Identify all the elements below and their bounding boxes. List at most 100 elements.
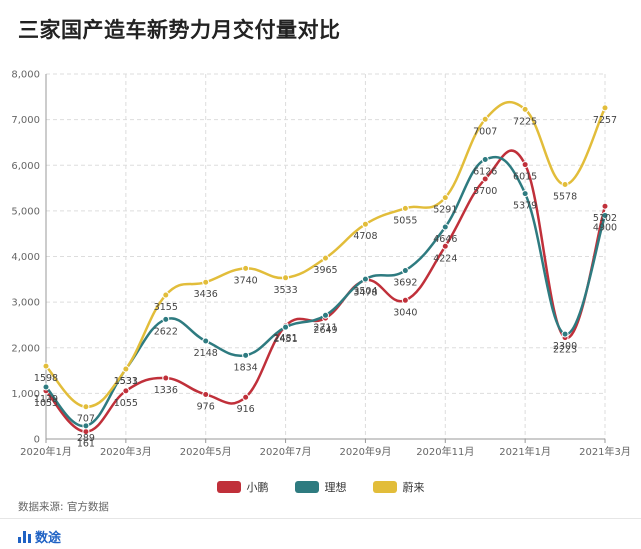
data-label: 3504 bbox=[353, 286, 377, 297]
y-tick-label: 6,000 bbox=[11, 161, 40, 172]
series-line-0 bbox=[45, 149, 607, 433]
legend-swatch-nio bbox=[372, 481, 397, 493]
x-tick-label: 2020年7月 bbox=[260, 445, 312, 458]
line-chart: 0 1,000 2,000 3,000 4,000 5,000 6,000 7,000 8,00… bbox=[11, 70, 631, 459]
data-point bbox=[202, 278, 210, 286]
data-label: 1055 bbox=[114, 398, 138, 409]
data-point bbox=[282, 323, 290, 331]
data-label: 4224 bbox=[433, 253, 457, 264]
data-label: 3692 bbox=[393, 278, 417, 289]
x-tick-label: 2020年5月 bbox=[180, 445, 232, 458]
data-source-note: 数据来源: 官方数据 bbox=[18, 501, 109, 513]
data-point bbox=[441, 242, 449, 250]
x-tick-label: 2020年9月 bbox=[340, 445, 392, 458]
data-labels: 1055 161 1055 1336 976 916 2481 2649 3478 3040 422… bbox=[34, 115, 617, 450]
y-tick-label: 8,000 bbox=[11, 70, 40, 81]
data-label: 1336 bbox=[154, 385, 178, 396]
axes: 0 1,000 2,000 3,000 4,000 5,000 6,000 7,000 8,00… bbox=[11, 70, 631, 459]
data-point bbox=[122, 387, 130, 395]
data-label: 2481 bbox=[273, 333, 297, 344]
data-label: 6126 bbox=[473, 167, 497, 178]
data-point bbox=[202, 390, 210, 398]
x-tick-label: 2021年1月 bbox=[499, 445, 551, 458]
data-point bbox=[322, 254, 329, 262]
x-tick-label: 2020年3月 bbox=[100, 445, 152, 458]
data-label: 7225 bbox=[513, 116, 537, 127]
legend-swatch-xpeng bbox=[216, 481, 241, 493]
data-point bbox=[162, 374, 170, 382]
data-label: 2223 bbox=[553, 345, 577, 356]
data-label: 3965 bbox=[313, 265, 337, 276]
brand-logo[interactable]: 数途 bbox=[18, 527, 61, 546]
legend-swatch-lixiang bbox=[294, 481, 319, 493]
data-label: 5578 bbox=[553, 192, 577, 203]
data-point bbox=[601, 104, 609, 112]
data-label: 1055 bbox=[34, 398, 58, 409]
footer-divider bbox=[0, 518, 641, 519]
data-point bbox=[401, 267, 409, 275]
legend: 小鹏 理想 蔚来 bbox=[0, 479, 641, 495]
data-label: 2649 bbox=[313, 325, 337, 336]
legend-label-nio: 蔚来 bbox=[402, 481, 425, 494]
data-label: 4708 bbox=[353, 231, 377, 242]
x-tick-label: 2021年3月 bbox=[579, 445, 631, 458]
data-point bbox=[322, 311, 329, 319]
data-label: 3533 bbox=[273, 285, 297, 296]
y-tick-label: 0 bbox=[34, 435, 40, 446]
data-label: 2622 bbox=[154, 326, 178, 337]
data-point bbox=[42, 383, 50, 391]
data-point bbox=[361, 220, 369, 228]
legend-item-xpeng[interactable]: 小鹏 bbox=[216, 479, 269, 495]
data-label: 3740 bbox=[234, 275, 258, 286]
data-point bbox=[162, 291, 170, 299]
data-point bbox=[521, 190, 529, 198]
bar-chart-icon bbox=[18, 530, 31, 543]
data-point bbox=[401, 296, 409, 304]
chart-title: 三家国产造车新势力月交付量对比 bbox=[18, 18, 341, 42]
data-label: 7007 bbox=[473, 126, 497, 137]
data-point bbox=[521, 105, 529, 113]
data-point bbox=[162, 315, 170, 323]
data-point bbox=[561, 181, 569, 189]
data-label: 2300 bbox=[553, 341, 577, 352]
legend-item-lixiang[interactable]: 理想 bbox=[294, 479, 347, 495]
data-label: 3155 bbox=[154, 302, 178, 313]
data-label: 5291 bbox=[433, 205, 457, 216]
series-line-1 bbox=[45, 155, 607, 428]
data-point bbox=[242, 264, 250, 272]
legend-label-lixiang: 理想 bbox=[324, 481, 347, 494]
data-point bbox=[82, 403, 90, 411]
data-point bbox=[361, 275, 369, 283]
data-label: 1533 bbox=[114, 376, 138, 387]
data-label: 5700 bbox=[473, 186, 497, 197]
data-label: 3436 bbox=[194, 289, 218, 300]
y-tick-label: 3,000 bbox=[11, 298, 40, 309]
data-label: 3040 bbox=[393, 307, 417, 318]
y-tick-label: 2,000 bbox=[11, 343, 40, 354]
data-point bbox=[122, 365, 130, 373]
data-point bbox=[561, 330, 569, 338]
series-lines bbox=[42, 100, 609, 436]
data-label: 7257 bbox=[593, 115, 617, 126]
data-label: 707 bbox=[77, 414, 95, 425]
data-label: 5055 bbox=[393, 215, 417, 226]
x-tick-label: 2020年11月 bbox=[416, 445, 474, 458]
data-label: 5379 bbox=[513, 201, 537, 212]
brand-name: 数途 bbox=[35, 531, 62, 546]
data-label: 3478 bbox=[353, 287, 377, 298]
data-label: 6015 bbox=[513, 172, 537, 183]
y-tick-label: 4,000 bbox=[11, 252, 40, 263]
legend-item-nio[interactable]: 蔚来 bbox=[372, 479, 425, 495]
data-point bbox=[242, 351, 250, 359]
data-label: 1598 bbox=[34, 373, 58, 384]
data-label: 2451 bbox=[273, 334, 297, 345]
data-label: 916 bbox=[237, 404, 255, 415]
y-tick-label: 5,000 bbox=[11, 206, 40, 217]
y-tick-label: 1,000 bbox=[11, 389, 40, 400]
data-label: 976 bbox=[197, 401, 215, 412]
grid-lines bbox=[46, 73, 606, 439]
data-label: 1531 bbox=[114, 376, 138, 387]
data-point bbox=[601, 202, 609, 210]
data-label: 2711 bbox=[313, 322, 337, 333]
data-point bbox=[521, 161, 529, 169]
